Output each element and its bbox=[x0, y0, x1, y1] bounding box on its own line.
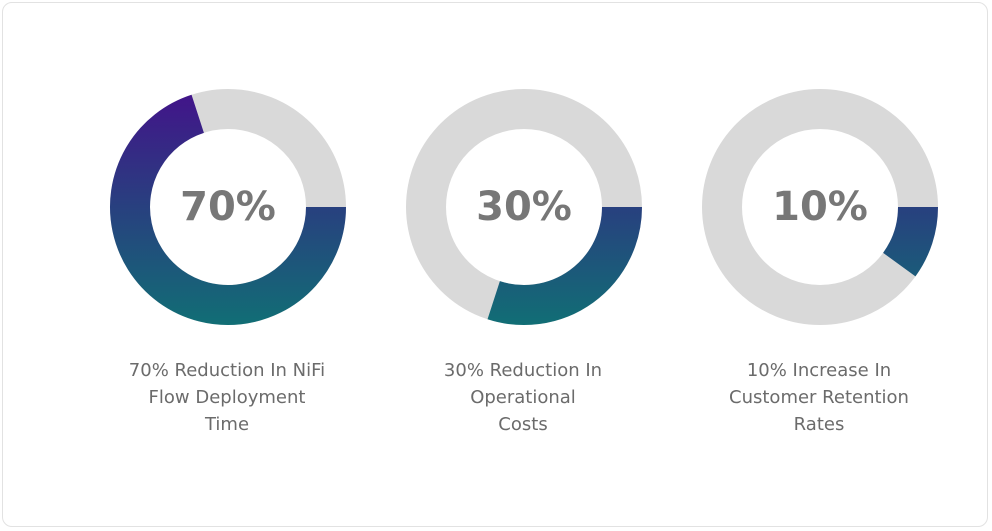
stat-operational-costs: 30% 30% Reduction In Operational Costs bbox=[373, 89, 673, 449]
caption: 70% Reduction In NiFi Flow Deployment Ti… bbox=[77, 357, 377, 438]
caption-line: 10% Increase In bbox=[746, 360, 892, 381]
caption: 10% Increase In Customer Retention Rates bbox=[669, 357, 969, 438]
donut-value-arc bbox=[882, 206, 938, 277]
caption-line: Rates bbox=[793, 414, 845, 435]
donut-value-arc bbox=[110, 94, 346, 325]
caption-line: Costs bbox=[498, 414, 548, 435]
caption-line: 30% Reduction In bbox=[443, 360, 603, 381]
value-label: 30% bbox=[476, 184, 572, 230]
caption-line: 70% Reduction In NiFi bbox=[128, 360, 326, 381]
stat-deployment-time: 70% 70% Reduction In NiFi Flow Deploymen… bbox=[77, 89, 377, 449]
donut-chart-operational-costs bbox=[406, 89, 642, 325]
caption-line: Flow Deployment bbox=[148, 387, 306, 408]
donut-value-arc bbox=[487, 206, 642, 325]
value-label: 70% bbox=[180, 184, 276, 230]
donut-chart-customer-retention bbox=[702, 89, 938, 325]
caption-line: Operational bbox=[470, 387, 576, 408]
stat-customer-retention: 10% 10% Increase In Customer Retention R… bbox=[669, 89, 969, 449]
value-label: 10% bbox=[772, 184, 868, 230]
caption: 30% Reduction In Operational Costs bbox=[373, 357, 673, 438]
caption-line: Customer Retention bbox=[729, 387, 909, 408]
caption-line: Time bbox=[204, 414, 250, 435]
donut-chart-deployment-time bbox=[110, 89, 346, 325]
